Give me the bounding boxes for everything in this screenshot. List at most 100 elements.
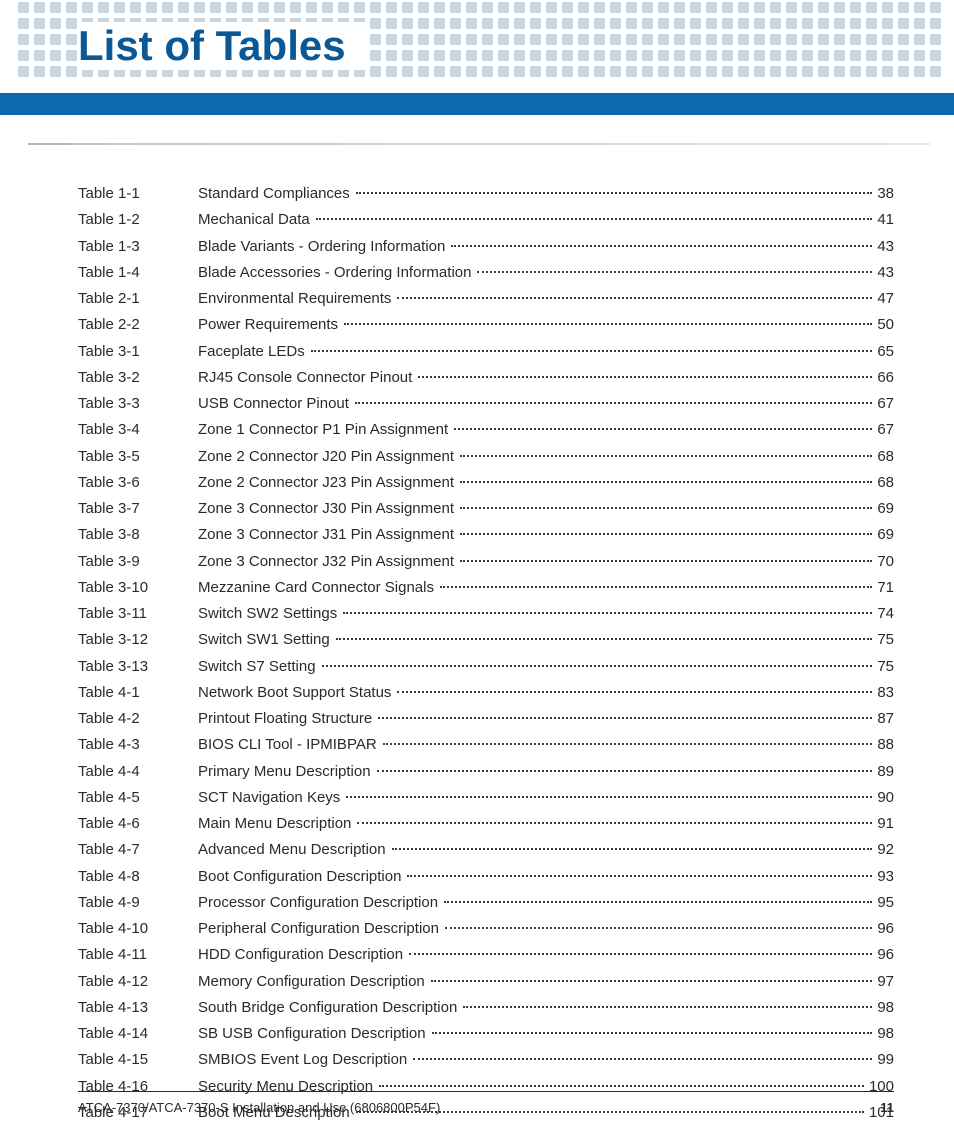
toc-entry-title: SMBIOS Event Log Description [198,1047,410,1073]
toc-leader-dots [444,901,872,903]
toc-entry-title: SB USB Configuration Description [198,1021,429,1047]
toc-leader-dots [344,323,872,325]
toc-entry[interactable]: Table 4-14SB USB Configuration Descripti… [78,1021,894,1047]
toc-leader-dots [431,980,873,982]
toc-entry-page: 71 [875,575,894,601]
toc-entry[interactable]: Table 4-2Printout Floating Structure87 [78,706,894,732]
toc-entry[interactable]: Table 4-3BIOS CLI Tool - IPMIBPAR88 [78,732,894,758]
toc-entry-id: Table 3-9 [78,549,198,575]
toc-leader-dots [460,533,872,535]
toc-entry-title: Zone 3 Connector J31 Pin Assignment [198,522,457,548]
toc-entry[interactable]: Table 4-4Primary Menu Description89 [78,759,894,785]
toc-entry-page: 98 [875,995,894,1021]
toc-entry-id: Table 3-1 [78,339,198,365]
toc-entry-id: Table 3-6 [78,470,198,496]
toc-entry[interactable]: Table 3-11Switch SW2 Settings74 [78,601,894,627]
toc-entry-id: Table 3-13 [78,654,198,680]
toc-entry-id: Table 3-12 [78,627,198,653]
toc-entry[interactable]: Table 3-9Zone 3 Connector J32 Pin Assign… [78,549,894,575]
toc-entry[interactable]: Table 3-1Faceplate LEDs65 [78,339,894,365]
toc-leader-dots [397,691,872,693]
toc-entry-id: Table 3-2 [78,365,198,391]
toc-entry-id: Table 4-1 [78,680,198,706]
toc-entry-page: 69 [875,496,894,522]
toc-entry-page: 38 [875,181,894,207]
toc-entry-page: 75 [875,654,894,680]
toc-leader-dots [445,927,872,929]
toc-entry-title: Printout Floating Structure [198,706,375,732]
toc-entry[interactable]: Table 3-3USB Connector Pinout67 [78,391,894,417]
toc-entry[interactable]: Table 4-1Network Boot Support Status83 [78,680,894,706]
toc-leader-dots [383,743,873,745]
toc-entry[interactable]: Table 3-8Zone 3 Connector J31 Pin Assign… [78,522,894,548]
toc-entry[interactable]: Table 3-12Switch SW1 Setting 75 [78,627,894,653]
toc-entry[interactable]: Table 4-12Memory Configuration Descripti… [78,969,894,995]
toc-entry-page: 75 [875,627,894,653]
toc-entry[interactable]: Table 1-2Mechanical Data41 [78,207,894,233]
toc-leader-dots [477,271,872,273]
toc-entry-page: 88 [875,732,894,758]
toc-entry-title: Peripheral Configuration Description [198,916,442,942]
toc-entry[interactable]: Table 4-8Boot Configuration Description9… [78,864,894,890]
toc-entry[interactable]: Table 4-11HDD Configuration Description9… [78,942,894,968]
page-footer: ATCA-7370/ATCA-7370-S Installation and U… [78,1091,894,1115]
toc-entry-page: 67 [875,391,894,417]
toc-entry-title: Faceplate LEDs [198,339,308,365]
toc-entry[interactable]: Table 1-4Blade Accessories - Ordering In… [78,260,894,286]
toc-entry-id: Table 3-7 [78,496,198,522]
toc-entry[interactable]: Table 3-5Zone 2 Connector J20 Pin Assign… [78,444,894,470]
toc-entry[interactable]: Table 4-9Processor Configuration Descrip… [78,890,894,916]
toc-entry-id: Table 4-2 [78,706,198,732]
toc-entry[interactable]: Table 3-7Zone 3 Connector J30 Pin Assign… [78,496,894,522]
toc-entry[interactable]: Table 3-6Zone 2 Connector J23 Pin Assign… [78,470,894,496]
toc-entry[interactable]: Table 4-5SCT Navigation Keys90 [78,785,894,811]
toc-entry-title: Advanced Menu Description [198,837,389,863]
toc-entry[interactable]: Table 4-13South Bridge Configuration Des… [78,995,894,1021]
toc-entry[interactable]: Table 1-1Standard Compliances38 [78,181,894,207]
toc-entry-title: Zone 2 Connector J20 Pin Assignment [198,444,457,470]
toc-entry-title: Blade Accessories - Ordering Information [198,260,474,286]
toc-entry-page: 91 [875,811,894,837]
toc-entry[interactable]: Table 3-4Zone 1 Connector P1 Pin Assignm… [78,417,894,443]
toc-entry-title: Switch SW2 Settings [198,601,340,627]
toc-leader-dots [346,796,872,798]
toc-entry[interactable]: Table 3-13Switch S7 Setting 75 [78,654,894,680]
toc-entry[interactable]: Table 2-1Environmental Requirements47 [78,286,894,312]
toc-entry[interactable]: Table 3-10Mezzanine Card Connector Signa… [78,575,894,601]
toc-entry-title: Mechanical Data [198,207,313,233]
toc-entry-id: Table 4-14 [78,1021,198,1047]
toc-entry-id: Table 3-3 [78,391,198,417]
toc-entry[interactable]: Table 4-10Peripheral Configuration Descr… [78,916,894,942]
toc-entry-title: Primary Menu Description [198,759,374,785]
toc-entry[interactable]: Table 4-15SMBIOS Event Log Description99 [78,1047,894,1073]
toc-entry-title: HDD Configuration Description [198,942,406,968]
header-dot-pattern [0,0,954,79]
toc-entry[interactable]: Table 4-6Main Menu Description91 [78,811,894,837]
toc-entry-title: Switch S7 Setting [198,654,319,680]
footer-page-number: 11 [880,1100,894,1115]
toc-entry[interactable]: Table 1-3Blade Variants - Ordering Infor… [78,234,894,260]
toc-entry-id: Table 1-1 [78,181,198,207]
toc-leader-dots [322,665,873,667]
toc-leader-dots [454,428,872,430]
toc-leader-dots [392,848,873,850]
toc-entry-id: Table 4-5 [78,785,198,811]
toc-entry-page: 95 [875,890,894,916]
toc-entry-id: Table 1-2 [78,207,198,233]
toc-entry[interactable]: Table 4-7Advanced Menu Description92 [78,837,894,863]
toc-entry-id: Table 4-8 [78,864,198,890]
toc-entry-page: 67 [875,417,894,443]
toc-entry-page: 43 [875,234,894,260]
toc-leader-dots [418,376,872,378]
toc-leader-dots [378,717,872,719]
toc-leader-dots [413,1058,872,1060]
toc-leader-dots [432,1032,873,1034]
toc-entry-title: SCT Navigation Keys [198,785,343,811]
toc-entry[interactable]: Table 3-2RJ45 Console Connector Pinout66 [78,365,894,391]
toc-entry-title: Zone 3 Connector J32 Pin Assignment [198,549,457,575]
toc-entry-id: Table 4-7 [78,837,198,863]
toc-entry-title: Switch SW1 Setting [198,627,333,653]
toc-entry[interactable]: Table 2-2Power Requirements50 [78,312,894,338]
toc-entry-title: Environmental Requirements [198,286,394,312]
toc-leader-dots [311,350,873,352]
